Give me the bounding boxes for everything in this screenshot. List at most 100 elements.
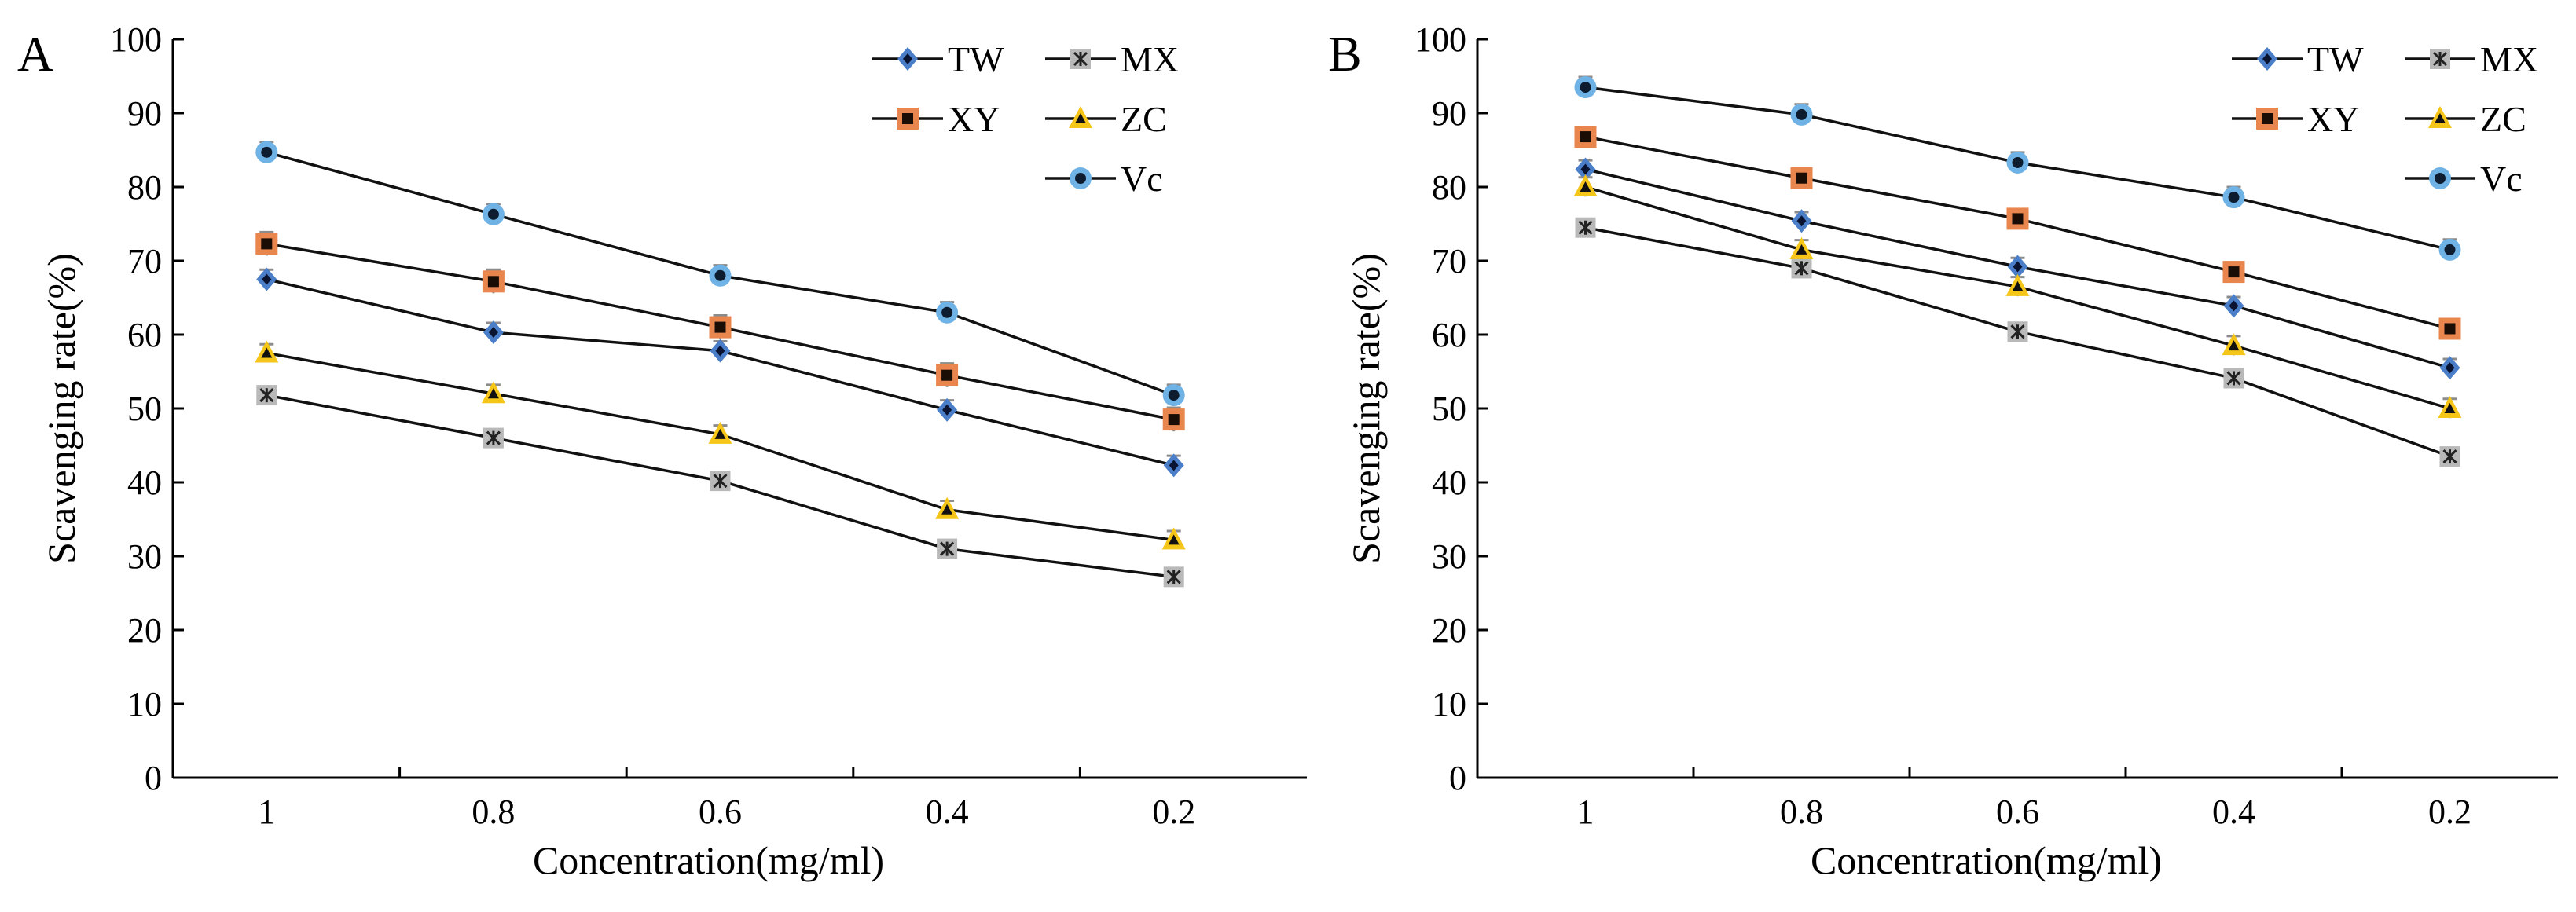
panel-a-series-zc-point-inner bbox=[261, 347, 273, 358]
panel-a-legend-vc-label: Vc bbox=[1121, 159, 1163, 199]
panel-b-x-tick-label: 0.6 bbox=[1996, 793, 2039, 831]
panel-a-y-tick-label: 30 bbox=[127, 537, 162, 576]
panel-b-series-xy-point-inner bbox=[2228, 266, 2240, 278]
panel-b-legend-vc-marker-inner bbox=[2435, 173, 2446, 184]
panel-b-legend: TW MX XY ZC Vc bbox=[2232, 39, 2538, 199]
panel-b-legend-xy-marker-inner bbox=[2262, 113, 2273, 124]
panel-b-letter: B bbox=[1328, 26, 1362, 82]
panel-a-series-vc-point-inner bbox=[1168, 390, 1180, 401]
panel-a-legend-xy-marker-inner bbox=[902, 113, 913, 124]
panel-b-legend-tw-label: TW bbox=[2307, 39, 2364, 79]
panel-a-series-xy bbox=[255, 230, 1185, 432]
panel-b-legend-mx-marker-cross bbox=[2432, 51, 2448, 67]
panel-a-x-tick-label: 0.2 bbox=[1152, 793, 1195, 831]
panel-b-y-tick-label: 30 bbox=[1432, 537, 1466, 576]
panel-a-y-tick-label: 40 bbox=[127, 463, 162, 502]
panel-a-legend-mx-marker-cross bbox=[1073, 51, 1088, 67]
panel-a-y-axis-title: Scavenging rate(%) bbox=[39, 253, 83, 564]
panel-b-legend-zc-marker-inner bbox=[2435, 113, 2446, 123]
panel-a-series-zc-point-inner bbox=[714, 428, 726, 439]
panel-b-x-tick-label: 0.8 bbox=[1780, 793, 1823, 831]
panel-b-series-mx bbox=[1575, 217, 2460, 467]
panel-a-y-tick-label: 10 bbox=[127, 685, 162, 723]
panel-b-series-vc-point-inner bbox=[1580, 82, 1591, 93]
panel-b-series-mx-point-cross bbox=[2226, 371, 2241, 386]
panel-b-x-tick-label: 0.2 bbox=[2428, 793, 2471, 831]
panel-b-series-xy bbox=[1574, 126, 2461, 340]
panel-a-legend-vc-marker-inner bbox=[1075, 173, 1086, 184]
panel-b-series-zc-point-inner bbox=[2228, 340, 2240, 351]
panel-a-series-vc-point-inner bbox=[714, 269, 726, 281]
panel-b-series-vc-point-inner bbox=[1796, 108, 1807, 120]
panel-a-series-tw-point-inner bbox=[488, 327, 498, 339]
panel-b-series-tw-point-inner bbox=[2445, 362, 2455, 374]
panel-a-series-xy-point-inner bbox=[941, 369, 953, 381]
panel-a-x-tick-label: 0.8 bbox=[472, 793, 515, 831]
panel-a-series-vc-point-inner bbox=[487, 208, 499, 220]
panel-a-series-mx-point-cross bbox=[940, 541, 955, 556]
panel-a-series-mx-point-cross bbox=[1166, 570, 1181, 584]
panel-a-series-tw-point-inner bbox=[262, 273, 272, 285]
panel-b-series-zc-point-inner bbox=[2444, 403, 2456, 413]
panel-a-series-zc-point-inner bbox=[1168, 534, 1180, 545]
panel-b-series-xy-point-inner bbox=[1580, 131, 1591, 143]
panel-b: B 0 10 20 30 40 50 60 70 80 90 100 1 0.8 0.6 0.4 0.2 Conc… bbox=[1328, 20, 2558, 882]
panel-a-series-mx-point-cross bbox=[486, 430, 501, 445]
panel-a-series-vc bbox=[255, 141, 1185, 407]
panel-a-series-vc-point-inner bbox=[941, 306, 953, 318]
panel-b-series-zc-point-inner bbox=[1796, 244, 1807, 255]
panel-a-legend: TW MX XY ZC Vc bbox=[872, 39, 1179, 199]
panel-a-series-tw-point-inner bbox=[942, 404, 952, 416]
panel-a-y-tick-label: 20 bbox=[127, 611, 162, 650]
panel-a: A 0 10 20 30 40 50 60 70 80 90 100 1 0.8 0.6 0.4 0.2 Conc… bbox=[17, 20, 1307, 882]
panel-a-series-zc-point-inner bbox=[487, 388, 499, 399]
panel-b-x-tick-label: 0.4 bbox=[2212, 793, 2255, 831]
panel-b-y-tick-label: 0 bbox=[1449, 759, 1466, 797]
panel-b-series-xy-point-inner bbox=[2444, 323, 2456, 335]
panel-b-series-tw-point-inner bbox=[2013, 261, 2023, 273]
panel-b-legend-tw-marker-inner bbox=[2262, 53, 2272, 64]
panel-a-x-tick-label: 0.4 bbox=[926, 793, 969, 831]
panel-b-y-tick-label: 50 bbox=[1432, 390, 1466, 428]
panel-a-series-mx-point-cross bbox=[259, 388, 274, 403]
panel-a-x-axis-title: Concentration(mg/ml) bbox=[533, 838, 884, 882]
panel-b-y-tick-label: 80 bbox=[1432, 168, 1466, 207]
panel-b-legend-xy-label: XY bbox=[2307, 99, 2359, 139]
panel-a-y-tick-label: 90 bbox=[127, 94, 162, 133]
panel-b-series-mx-point-cross bbox=[2010, 324, 2025, 339]
panel-a-legend-tw-marker-inner bbox=[903, 53, 912, 64]
panel-a-series-tw-point-inner bbox=[1169, 460, 1179, 471]
panel-a-series-tw-point-inner bbox=[715, 345, 725, 357]
panel-b-series-vc-point-inner bbox=[2444, 244, 2456, 255]
panel-a-legend-mx-label: MX bbox=[1121, 39, 1179, 79]
panel-b-y-axis-title: Scavenging rate(%) bbox=[1344, 253, 1388, 564]
panel-b-series-tw-point-inner bbox=[1580, 163, 1591, 175]
panel-a-letter: A bbox=[17, 26, 53, 82]
panel-a-y-tick-label: 70 bbox=[127, 242, 162, 280]
panel-b-legend-mx-label: MX bbox=[2480, 39, 2538, 79]
panel-b-y-tick-label: 70 bbox=[1432, 242, 1466, 280]
panel-b-series-tw-point-inner bbox=[2229, 300, 2239, 312]
panel-a-x-tick-label: 1 bbox=[258, 793, 275, 831]
panel-b-series-zc bbox=[1573, 174, 2462, 419]
panel-a-x-tick-label: 0.6 bbox=[699, 793, 742, 831]
panel-a-series-mx bbox=[256, 385, 1184, 588]
panel-b-series-tw bbox=[1575, 157, 2460, 380]
panel-b-legend-zc-label: ZC bbox=[2480, 99, 2526, 139]
panel-a-legend-tw-label: TW bbox=[948, 39, 1004, 79]
panel-a-legend-zc-label: ZC bbox=[1121, 99, 1167, 139]
panel-a-y-tick-label: 60 bbox=[127, 316, 162, 354]
panel-b-x-tick-label: 1 bbox=[1577, 793, 1594, 831]
panel-b-series-mx-point-cross bbox=[2442, 449, 2457, 464]
panel-a-series-zc bbox=[255, 340, 1186, 550]
panel-a-legend-zc-marker-inner bbox=[1075, 113, 1086, 123]
panel-a-series-vc-point-inner bbox=[261, 146, 273, 158]
panel-a-y-tick-label: 100 bbox=[110, 20, 162, 59]
panel-b-series-vc bbox=[1574, 75, 2461, 261]
panel-b-y-tick-label: 10 bbox=[1432, 685, 1466, 723]
panel-a-series-xy-point-inner bbox=[261, 238, 273, 250]
panel-a-series-xy-point-inner bbox=[714, 321, 726, 333]
panel-b-series-zc-point-inner bbox=[2012, 280, 2024, 291]
panel-b-x-axis-title: Concentration(mg/ml) bbox=[1811, 838, 2162, 882]
